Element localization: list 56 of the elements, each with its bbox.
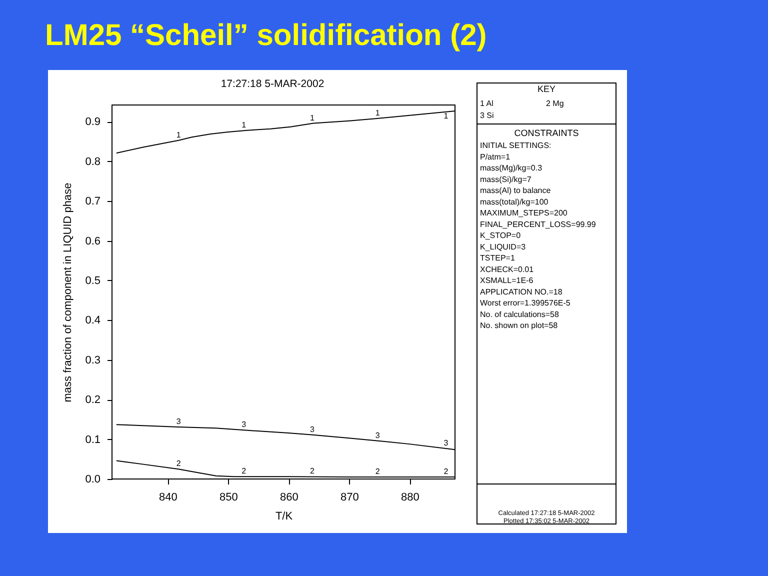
annotation: 2 [242,466,247,476]
annotation: 2 [444,467,449,476]
y-tick-label: 0.1 [85,434,100,446]
y-tick-label: 0.4 [85,314,100,327]
annotation: 3 [310,424,316,434]
annotation: 3 [176,416,182,426]
x-tick-label: 870 [340,492,359,504]
y-tick-label: 0.7 [85,196,100,208]
annotation: 1 [176,130,182,140]
text: K_STOP=0 [480,231,522,240]
annotation: 2 [375,467,380,476]
y-tick-label: 0.9 [85,116,100,128]
chart-subtitle: 17:27:18 5-MAR-2002 [220,78,324,90]
x-tick-label: 850 [219,492,238,504]
text: 3 Si [480,111,494,120]
annotation: 3 [375,430,380,440]
x-tick-label: 840 [158,492,178,504]
x-axis-title: T/K [275,510,294,522]
y-tick-label: 0.0 [85,474,100,486]
text: XSMALL=1E-6 [480,276,534,285]
text: TSTEP=1 [480,254,516,262]
text: XCHECK=0.01 [480,264,534,274]
y-tick-label: 0.8 [85,156,100,168]
x-tick-label: 860 [280,492,298,504]
text: No. of calculations=58 [480,310,560,319]
text: Worst error=1.399576E-5 [480,298,571,308]
y-tick-label: 0.5 [85,274,100,287]
text: mass(Si)/kg=7 [480,174,532,184]
y-tick-label: 0.6 [85,235,100,248]
text: KEY [537,84,556,94]
text: 1 Al [480,99,494,108]
y-tick-label: 0.2 [85,394,100,406]
text: K_LIQUID=3 [480,242,526,252]
text: INITIAL SETTINGS: [480,141,552,150]
text: FINAL_PERCENT_LOSS=99.99 [480,220,596,229]
text: No. shown on plot=58 [480,321,558,330]
annotation: 2 [310,466,316,476]
text: CONSTRAINTS [514,128,579,138]
annotation: 1 [310,114,316,123]
annotation: 1 [242,120,247,130]
x-tick-label: 880 [400,492,420,504]
text: P/atm=1 [480,152,511,162]
text: APPLICATION NO.=18 [480,287,563,296]
text: 2 Mg [546,99,564,108]
text: mass(Al) to balance [480,186,552,195]
y-tick-label: 0.3 [85,354,100,366]
y-axis-title: mass fraction of component in LIQUID phase [62,182,74,402]
text: mass(Mg)/kg=0.3 [480,164,543,172]
annotation: 2 [176,459,182,468]
chart-title: LM25 “Scheil” solidification (2) [45,19,487,52]
annotation: 3 [444,438,449,448]
annotation: 1 [375,108,380,118]
text: mass(total)/kg=100 [480,197,549,206]
text: MAXIMUM_STEPS=200 [480,208,568,218]
annotation: 3 [242,420,247,430]
annotation: 1 [444,112,449,121]
